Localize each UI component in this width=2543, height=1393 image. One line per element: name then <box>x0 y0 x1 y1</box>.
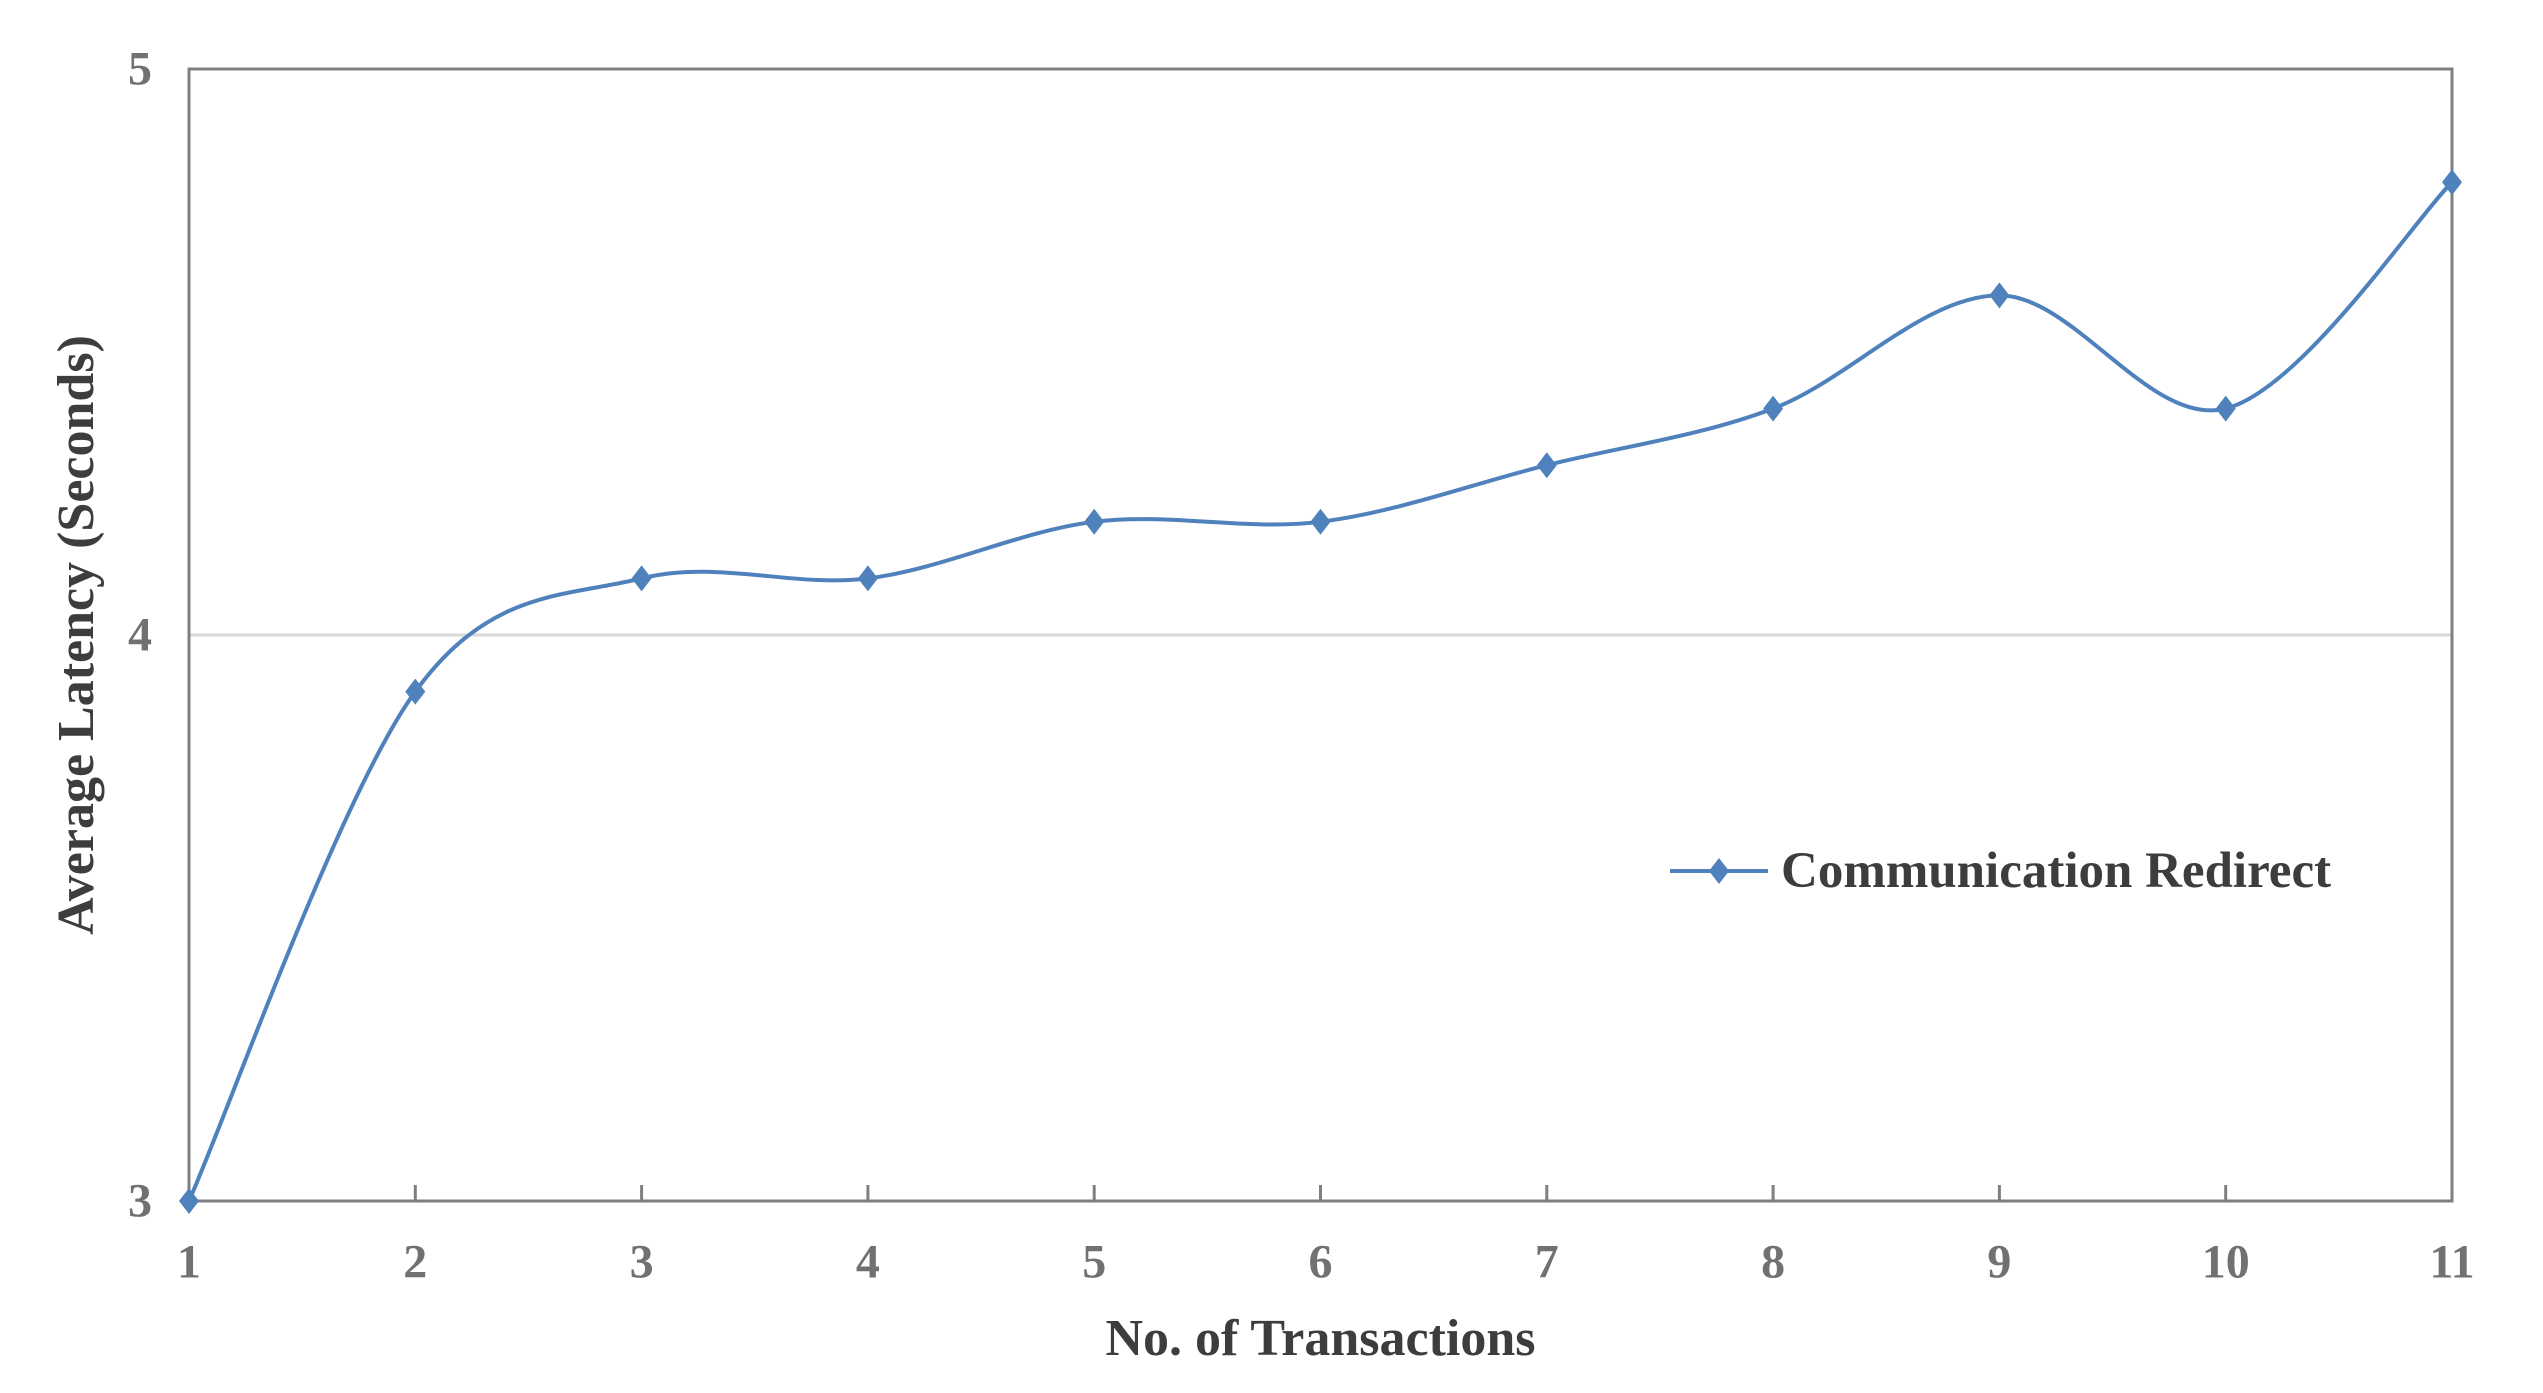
x-tick-label: 11 <box>2429 1236 2474 1289</box>
y-tick-label: 3 <box>128 1175 152 1228</box>
x-tick-label: 4 <box>856 1236 880 1289</box>
x-axis-title: No. of Transactions <box>1106 1310 1536 1367</box>
x-tick-label: 8 <box>1761 1236 1785 1289</box>
legend-label: Communication Redirect <box>1781 843 2331 899</box>
data-point-marker <box>179 1188 199 1214</box>
y-tick-label: 5 <box>128 43 152 96</box>
data-point-marker <box>631 565 652 592</box>
data-point-marker <box>2442 169 2462 196</box>
data-point-marker <box>1084 508 1105 535</box>
data-point-marker <box>857 565 878 592</box>
x-axis-tick-labels: 1 2 3 4 5 6 7 8 9 10 11 <box>177 1236 2475 1289</box>
data-point-marker <box>1763 395 1784 422</box>
y-tick-label: 4 <box>128 609 152 662</box>
x-axis-ticks <box>187 1185 2454 1201</box>
data-point-marker <box>405 678 426 705</box>
x-tick-label: 3 <box>630 1236 654 1289</box>
data-point-marker <box>1536 452 1557 479</box>
data-point-marker <box>1310 508 1331 535</box>
data-point-marker <box>1989 282 2010 309</box>
legend-diamond-marker-icon <box>1709 858 1729 884</box>
x-tick-label: 10 <box>2202 1236 2250 1289</box>
series-markers <box>179 169 2462 1214</box>
x-tick-label: 6 <box>1309 1236 1333 1289</box>
series-line-communication-redirect <box>187 180 2454 1203</box>
x-tick-label: 9 <box>1987 1236 2011 1289</box>
y-axis-title: Average Latency (Seconds) <box>48 335 105 935</box>
x-tick-label: 5 <box>1082 1236 1106 1289</box>
x-tick-label: 7 <box>1535 1236 1559 1289</box>
x-tick-label: 2 <box>403 1236 427 1289</box>
x-tick-label: 1 <box>177 1236 201 1289</box>
y-axis-tick-labels: 5 4 3 <box>128 43 152 1228</box>
legend: Communication Redirect <box>1670 843 2331 899</box>
data-point-marker <box>2215 395 2236 422</box>
